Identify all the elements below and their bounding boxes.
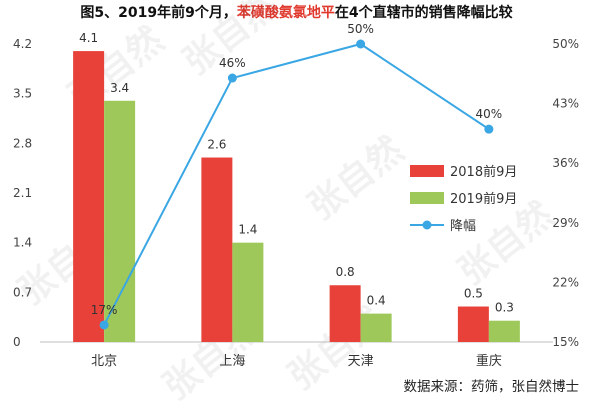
bar-2019 xyxy=(104,100,136,342)
bar-2019-label: 3.4 xyxy=(110,81,129,95)
y-right-tick-label: 43% xyxy=(552,97,579,111)
y-left-tick-label: 2.1 xyxy=(13,186,32,200)
bar-2019 xyxy=(360,313,392,342)
bar-2019-label: 0.3 xyxy=(495,301,514,315)
decline-point xyxy=(227,73,237,83)
decline-point xyxy=(484,124,494,134)
x-tick-label: 天津 xyxy=(348,354,374,369)
legend-label-2019: 2019前9月 xyxy=(450,191,517,207)
x-tick-label: 北京 xyxy=(91,354,117,369)
bar-2019 xyxy=(232,242,264,342)
title-suffix: 在4个直辖市的销售降幅比较 xyxy=(334,5,513,21)
legend-swatch-2018 xyxy=(410,165,444,177)
legend-swatch-2019 xyxy=(410,192,444,204)
y-right-tick-label: 15% xyxy=(552,335,579,349)
bar-2018 xyxy=(73,51,105,342)
legend-label-2018: 2018前9月 xyxy=(450,164,517,180)
decline-line xyxy=(103,42,490,326)
y-left-tick-label: 0.7 xyxy=(13,285,32,299)
decline-label: 17% xyxy=(91,303,118,317)
legend-marker-decline xyxy=(422,220,432,230)
bar-2018 xyxy=(457,306,489,342)
title-highlight: 苯磺酸氨氯地平 xyxy=(236,5,335,21)
source-note: 数据来源：药筛，张自然博士 xyxy=(403,379,580,395)
decline-point xyxy=(356,39,366,49)
decline-label: 46% xyxy=(219,56,246,70)
y-right-tick-label: 50% xyxy=(552,37,579,51)
legend-label-decline: 降幅 xyxy=(450,219,476,234)
x-tick-label: 上海 xyxy=(219,354,245,369)
title-prefix: 图5、2019年前9个月， xyxy=(80,5,237,21)
y-right-tick-label: 22% xyxy=(552,275,579,289)
bar-2019 xyxy=(488,320,520,342)
bar-2019-label: 1.4 xyxy=(238,223,257,237)
y-right-tick-label: 29% xyxy=(552,216,579,230)
chart-title: 图5、2019年前9个月，苯磺酸氨氯地平在4个直辖市的销售降幅比较 xyxy=(0,2,593,22)
decline-label: 40% xyxy=(476,107,503,121)
bar-2018 xyxy=(329,285,361,342)
bar-2018 xyxy=(201,157,233,342)
bar-2018-label: 0.8 xyxy=(336,265,355,279)
decline-point xyxy=(99,320,109,330)
y-left-tick-label: 1.4 xyxy=(13,236,32,250)
y-left-tick-label: 2.8 xyxy=(13,136,32,150)
decline-label: 50% xyxy=(347,22,374,36)
bar-2018-label: 0.5 xyxy=(464,287,483,301)
y-right-tick-label: 36% xyxy=(552,156,579,170)
bar-2019-label: 0.4 xyxy=(367,294,386,308)
x-tick-label: 重庆 xyxy=(476,353,502,369)
y-left-tick-label: 4.2 xyxy=(13,37,32,51)
bar-2018-label: 4.1 xyxy=(79,31,98,45)
y-left-tick-label: 0 xyxy=(13,335,21,349)
bar-2018-label: 2.6 xyxy=(207,138,226,152)
y-left-tick-label: 3.5 xyxy=(13,87,32,101)
